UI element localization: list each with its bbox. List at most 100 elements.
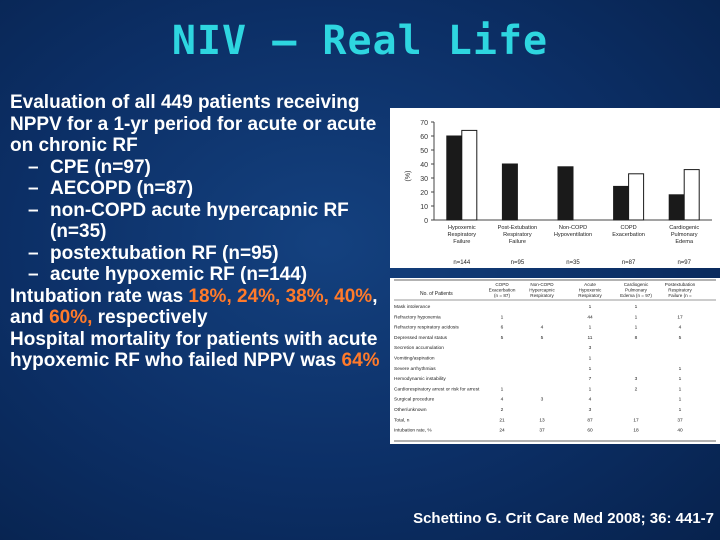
- y-tick-label: 20: [420, 190, 428, 197]
- table-cell: 1: [589, 304, 592, 310]
- n-label: n=97: [677, 260, 691, 266]
- intubation-rates-highlight: 18%, 24%, 38%, 40%: [188, 285, 373, 307]
- y-tick-label: 60: [420, 134, 428, 141]
- table-cell: 2: [501, 407, 504, 413]
- bar: [613, 185, 630, 221]
- table-cell: 6: [501, 325, 504, 331]
- table-cell: 1: [635, 325, 638, 331]
- bar-chart: 706050403020100(%)HypoxemicRespiratoryFa…: [405, 120, 712, 266]
- table-cell: 21: [499, 417, 505, 423]
- citation: Schettino G. Crit Care Med 2008; 36: 441…: [413, 510, 714, 527]
- table-cell: 5: [541, 335, 544, 341]
- table-cell: 1: [679, 407, 682, 413]
- table-cell: 44: [587, 314, 593, 320]
- y-axis-label: (%): [405, 171, 412, 182]
- category-label: Respiratory: [503, 232, 532, 238]
- table-cell: 4: [501, 397, 504, 403]
- n-label: n=87: [622, 260, 636, 266]
- slide-title: NIV – Real Life: [171, 18, 549, 64]
- intubation-suffix: respectively: [92, 307, 208, 328]
- table-column-header: Exacerbation: [489, 288, 516, 293]
- intro-paragraph: Evaluation of all 449 patients receiving…: [10, 92, 377, 156]
- category-label: Hypoxemic: [448, 225, 476, 231]
- y-tick-label: 40: [420, 162, 428, 169]
- bullet-dash: –: [28, 242, 39, 264]
- n-label: n=144: [453, 260, 471, 266]
- table-cell: 1: [589, 325, 592, 331]
- table-column-header: Failure (n =: [668, 293, 692, 298]
- y-tick-label: 0: [424, 218, 428, 225]
- bullet-item: – CPE (n=97): [10, 157, 390, 179]
- table-column-header: Postextubation: [665, 282, 696, 287]
- intubation-prefix: Intubation rate was: [10, 285, 189, 307]
- table-cell: 4: [679, 325, 682, 331]
- table-row-label: Cardiorespiratory arrest or risk for arr…: [394, 386, 480, 392]
- table-cell: 1: [589, 356, 592, 362]
- bullet-text: postextubation RF (n=95): [50, 242, 279, 264]
- category-label: Failure: [509, 239, 526, 245]
- table-cell: 3: [541, 397, 544, 403]
- table-cell: 3: [589, 407, 592, 413]
- table-row-label: Hemodynamic instability: [394, 376, 446, 382]
- table-row-header: No. of Patients: [420, 291, 453, 297]
- table-column-header: Respiratory: [530, 293, 554, 298]
- category-label: Pulmonary: [671, 232, 698, 238]
- table-column-header: Cardiogenic: [624, 282, 649, 287]
- table-cell: 5: [501, 335, 504, 341]
- table-column-header: Non-COPD: [530, 282, 554, 287]
- intubation-rate-paragraph: Intubation rate was 18%, 24%, 38%, 40%, …: [10, 286, 390, 329]
- table-row-label: Vomiting/aspiration: [394, 356, 435, 362]
- table-cell: 1: [501, 386, 504, 392]
- mortality-prefix: Hospital mortality for patients with acu…: [10, 328, 378, 372]
- intubation-rate-last-highlight: 60%,: [49, 307, 93, 328]
- table-cell: 24: [499, 428, 505, 434]
- table-cell: 5: [679, 335, 682, 341]
- table-row-label: Severe arrhythmias: [394, 366, 436, 372]
- table-cell: 17: [677, 314, 683, 320]
- bar: [446, 135, 463, 221]
- table-column-header: (n = 87): [494, 293, 510, 298]
- bar-chart-figure: 70 60 50 40 30 20 10 0 (%) Hypoxemic Respiratory Fa…: [390, 108, 720, 268]
- mortality-highlight: 64%: [341, 350, 380, 371]
- table-cell: 17: [633, 417, 639, 423]
- bullet-dash: –: [28, 264, 39, 285]
- bar: [668, 194, 685, 221]
- table-column-header: Edema (n = 97): [620, 293, 652, 298]
- bullet-dash: –: [28, 156, 39, 178]
- table-column-header: Hypoxemic: [579, 288, 602, 293]
- bullet-text: non-COPD acute hypercapnic RF (n=35): [50, 199, 349, 243]
- bar: [683, 169, 700, 221]
- intubation-mid: , and: [10, 285, 378, 329]
- table-cell: 4: [541, 325, 544, 331]
- table-cell: 1: [635, 304, 638, 310]
- y-tick-label: 30: [420, 176, 428, 183]
- table-cell: 60: [587, 428, 593, 434]
- failure-causes-table-figure: COPD Exacerbation (n = 87) Non-COPD Hypercap…: [390, 278, 720, 444]
- bar: [628, 173, 645, 221]
- table-cell: 7: [589, 376, 592, 382]
- bullet-item: – non-COPD acute hypercapnic RF (n=35): [10, 200, 390, 243]
- table-cell: 1: [679, 376, 682, 382]
- table-cell: 1: [589, 386, 592, 392]
- table-cell: 3: [635, 376, 638, 382]
- n-label: n=95: [511, 260, 525, 266]
- table-cell: 13: [539, 417, 545, 423]
- y-tick-label: 10: [420, 204, 428, 211]
- table-cell: 18: [633, 428, 639, 434]
- table-row-label: Other/unknown: [394, 407, 427, 413]
- table-cell: 40: [677, 428, 683, 434]
- table-column-header: Pulmonary: [625, 288, 648, 293]
- table-cell: 87: [587, 417, 593, 423]
- bullet-list: – CPE (n=97) – AECOPD (n=87) – non-COPD acute…: [10, 157, 390, 286]
- bar: [557, 166, 574, 221]
- category-label: Failure: [453, 239, 470, 245]
- table-cell: 1: [679, 366, 682, 372]
- table-cell: 11: [588, 335, 593, 341]
- table-row-label: Mask intolerance: [394, 304, 431, 310]
- table-cell: 1: [589, 366, 592, 372]
- table-cell: 1: [679, 397, 682, 403]
- bar: [461, 129, 478, 221]
- table-column-header: Hypercapnic: [529, 288, 555, 293]
- table-column-header: COPD: [495, 282, 509, 287]
